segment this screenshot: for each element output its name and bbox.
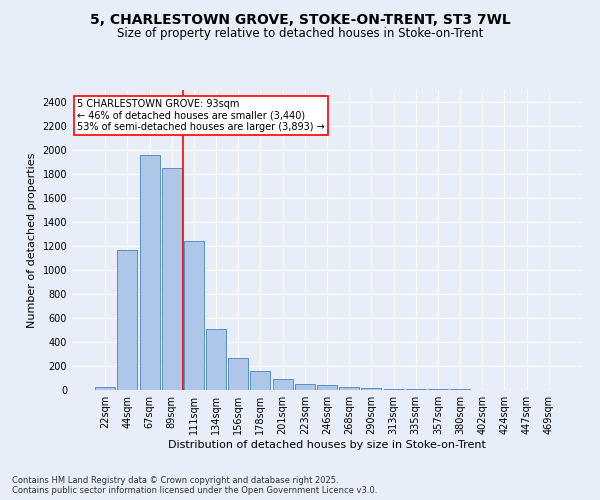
Bar [272, 379, 293, 390]
Bar [383, 388, 404, 390]
X-axis label: Distribution of detached houses by size in Stoke-on-Trent: Distribution of detached houses by size … [168, 440, 486, 450]
Text: 5 CHARLESTOWN GROVE: 93sqm
← 46% of detached houses are smaller (3,440)
53% of s: 5 CHARLESTOWN GROVE: 93sqm ← 46% of deta… [77, 99, 325, 132]
Y-axis label: Number of detached properties: Number of detached properties [27, 152, 37, 328]
Bar [184, 241, 204, 390]
Text: Contains HM Land Registry data © Crown copyright and database right 2025.
Contai: Contains HM Land Registry data © Crown c… [12, 476, 377, 495]
Bar [250, 372, 271, 390]
Text: Size of property relative to detached houses in Stoke-on-Trent: Size of property relative to detached ho… [117, 28, 483, 40]
Bar [162, 168, 182, 390]
Bar [118, 250, 137, 390]
Bar [406, 389, 426, 390]
Bar [339, 387, 359, 390]
Bar [317, 385, 337, 390]
Bar [206, 329, 226, 390]
Bar [140, 155, 160, 390]
Bar [295, 384, 315, 390]
Text: 5, CHARLESTOWN GROVE, STOKE-ON-TRENT, ST3 7WL: 5, CHARLESTOWN GROVE, STOKE-ON-TRENT, ST… [89, 12, 511, 26]
Bar [228, 358, 248, 390]
Bar [95, 386, 115, 390]
Bar [361, 388, 382, 390]
